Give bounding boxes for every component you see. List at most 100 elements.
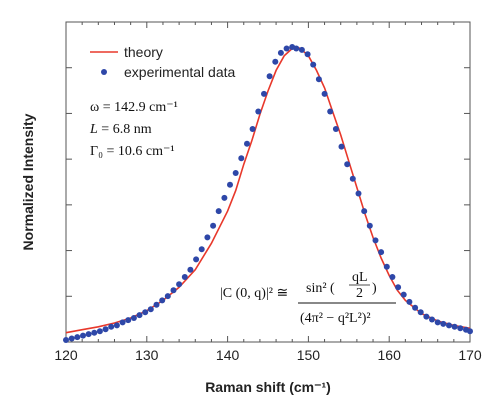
param-length: L = 6.8 nm <box>89 122 152 137</box>
experimental-point <box>85 331 92 338</box>
experimental-point <box>68 335 75 342</box>
experimental-point <box>164 293 171 300</box>
experimental-point <box>176 281 183 288</box>
experimental-point <box>204 234 211 241</box>
experimental-point <box>125 317 132 324</box>
param-omega: ω = 142.9 cm⁻¹ <box>90 100 178 115</box>
param-gamma: Γ₀ = 10.6 cm⁻¹ <box>90 144 175 159</box>
experimental-point <box>102 326 109 333</box>
experimental-point <box>63 337 69 343</box>
experimental-point <box>221 194 228 201</box>
x-tick-label: 120 <box>54 347 78 363</box>
experimental-point <box>108 323 115 330</box>
experimental-point <box>272 58 279 65</box>
experimental-point <box>232 170 239 176</box>
equation: |C (0, q)|² ≅ sin² ( qL 2 ) (4π² − q²L²)… <box>220 270 396 326</box>
experimental-point <box>467 328 473 335</box>
experimental-point <box>238 155 245 162</box>
experimental-point <box>170 287 177 294</box>
experimental-point <box>321 90 328 97</box>
experimental-point <box>130 315 137 321</box>
experimental-point <box>298 46 305 53</box>
experimental-point <box>136 312 143 319</box>
experimental-point <box>193 256 200 263</box>
experimental-point <box>378 249 385 256</box>
experimental-point <box>395 284 402 291</box>
legend-experimental-label: experimental data <box>124 64 236 80</box>
x-tick-label: 170 <box>458 347 482 363</box>
experimental-point <box>91 329 98 336</box>
equation-lhs: |C (0, q)|² ≅ <box>220 286 288 301</box>
x-tick-label: 160 <box>378 347 402 363</box>
experimental-point <box>446 322 452 329</box>
experimental-point <box>80 332 86 339</box>
experimental-point <box>310 61 317 68</box>
x-tick-label: 150 <box>297 347 321 363</box>
plot-frame <box>65 21 471 343</box>
experimental-point <box>283 45 290 52</box>
y-axis-title: Normalized Intensity <box>20 113 36 250</box>
equation-denominator: (4π² − q²L²)² <box>300 311 371 326</box>
experimental-point <box>406 298 413 305</box>
x-axis-title: Raman shift (cm⁻¹) <box>205 379 331 395</box>
experimental-point <box>315 76 322 83</box>
experimental-point <box>361 208 368 215</box>
experimental-point <box>383 263 390 270</box>
experimental-point <box>327 108 334 115</box>
experimental-point <box>440 320 447 327</box>
experimental-point <box>198 246 205 253</box>
experimental-point <box>159 297 166 304</box>
experimental-point <box>187 266 194 273</box>
experimental-point <box>412 304 419 311</box>
experimental-point <box>266 73 273 80</box>
experimental-point <box>417 309 424 316</box>
experimental-point <box>423 313 430 320</box>
experimental-point <box>451 323 458 330</box>
experimental-points <box>63 44 473 343</box>
experimental-point <box>153 301 160 308</box>
experimental-point <box>355 190 362 197</box>
equation-numerator-end: ) <box>372 281 377 296</box>
experimental-point <box>349 175 356 182</box>
experimental-point <box>338 143 345 150</box>
experimental-point <box>113 322 120 329</box>
experimental-point <box>215 208 222 215</box>
experimental-point <box>400 291 407 298</box>
experimental-point <box>147 306 154 313</box>
legend-experimental-swatch <box>101 69 107 75</box>
experimental-point <box>277 49 284 56</box>
x-tick-label: 130 <box>135 347 159 363</box>
axis-ticks <box>65 22 471 342</box>
experimental-point <box>457 325 464 332</box>
experimental-point <box>74 334 81 341</box>
experimental-point <box>332 126 339 132</box>
legend-theory-label: theory <box>124 44 163 60</box>
experimental-point <box>366 222 373 229</box>
x-tick-label: 140 <box>216 347 240 363</box>
experimental-point <box>293 45 300 52</box>
x-tick-labels: 120 130 140 150 160 170 <box>54 347 482 363</box>
experimental-point <box>119 319 126 326</box>
experimental-point <box>344 161 351 168</box>
param-length-symbol: L <box>89 122 98 137</box>
experimental-point <box>372 237 379 244</box>
experimental-point <box>255 108 262 115</box>
experimental-point <box>429 316 435 323</box>
fit-parameters: ω = 142.9 cm⁻¹ L = 6.8 nm Γ₀ = 10.6 cm⁻¹ <box>89 100 178 159</box>
experimental-point <box>249 126 256 132</box>
param-length-value: = 6.8 nm <box>98 122 152 137</box>
experimental-point <box>434 319 441 326</box>
experimental-point <box>227 181 233 188</box>
experimental-point <box>244 140 250 147</box>
experimental-point <box>389 274 396 280</box>
equation-fraction-top: qL <box>352 270 368 285</box>
equation-fraction-bottom: 2 <box>356 286 363 301</box>
experimental-point <box>181 274 188 280</box>
experimental-point <box>142 309 149 316</box>
equation-numerator-start: sin² ( <box>306 281 335 296</box>
experimental-point <box>210 222 217 229</box>
experimental-point <box>96 328 103 335</box>
experimental-point <box>304 51 311 58</box>
legend: theory experimental data <box>90 44 236 80</box>
